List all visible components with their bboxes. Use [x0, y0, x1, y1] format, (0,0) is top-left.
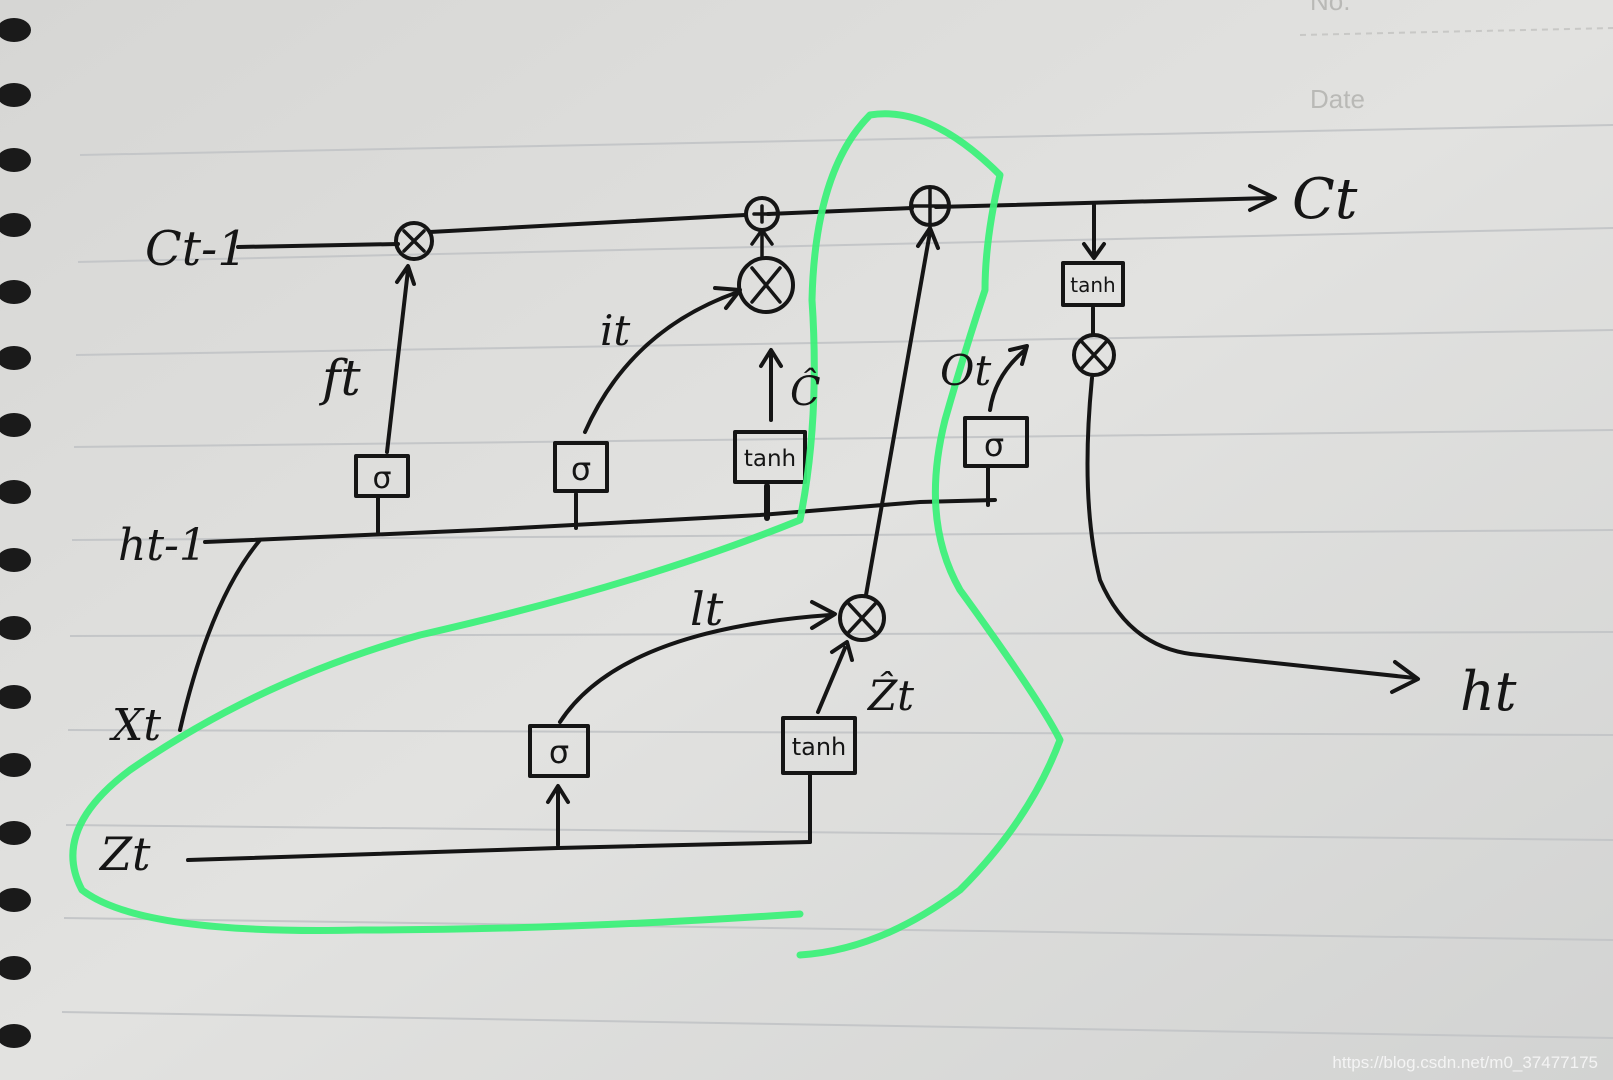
- label-x-t: Xt: [109, 700, 161, 751]
- z-candidate-tanh: tanh: [792, 733, 847, 761]
- output-gate: σ: [963, 344, 1029, 507]
- z-input-line: [186, 773, 812, 862]
- label-c-hat: Ĉ: [790, 368, 821, 415]
- input-multiply-op: [737, 228, 795, 314]
- label-h-prev: ht-1: [118, 520, 207, 571]
- label-z-t: Zt: [98, 827, 151, 881]
- watermark-text: https://blog.csdn.net/m0_37477175: [1332, 1053, 1598, 1072]
- output-tanh: tanh: [1070, 273, 1115, 297]
- z-multiply-op: [838, 226, 940, 642]
- label-o-t: Ot: [940, 346, 991, 395]
- hidden-state-line: [178, 498, 997, 732]
- no-label: No.: [1310, 0, 1350, 16]
- label-i-t: it: [600, 306, 630, 355]
- forget-gate-sigma: σ: [372, 461, 391, 496]
- highlight-loop: [69, 110, 1064, 959]
- spiral-binding: [0, 18, 31, 1048]
- forget-gate: σ: [354, 264, 416, 534]
- z-candidate: tanh: [781, 640, 857, 775]
- label-l-t: lt: [690, 582, 724, 636]
- output-gate-sigma: σ: [984, 426, 1004, 464]
- label-h-next: ht: [1460, 660, 1517, 723]
- label-c-next: Ct: [1292, 167, 1358, 232]
- label-z-hat: Ẑt: [866, 670, 914, 720]
- date-label: Date: [1310, 84, 1365, 114]
- output-branch: tanh: [1061, 203, 1420, 694]
- new-add-op: [909, 185, 951, 227]
- input-gate: σ: [553, 286, 742, 530]
- forget-multiply-op: [394, 221, 434, 261]
- label-f-t: ft: [318, 349, 362, 407]
- label-c-prev: Ct-1: [145, 221, 248, 277]
- z-gate: σ: [528, 600, 837, 847]
- z-gate-sigma: σ: [549, 733, 569, 771]
- input-gate-sigma: σ: [571, 450, 591, 488]
- candidate-gate-tanh: tanh: [744, 446, 796, 472]
- ruled-lines: [61, 124, 1613, 1039]
- candidate-gate: tanh: [733, 348, 807, 521]
